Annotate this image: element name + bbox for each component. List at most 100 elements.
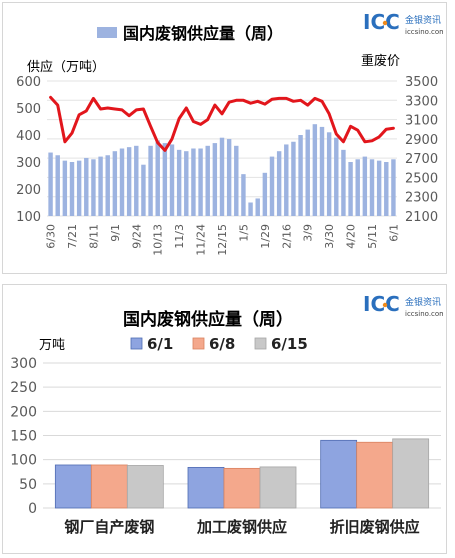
y-tick-right: 2100	[405, 210, 438, 225]
y-tick-left: 100	[16, 210, 41, 225]
y-tick-right: 3100	[405, 114, 438, 129]
x-tick-label: 2/16	[280, 224, 293, 249]
y-tick: 0	[28, 501, 37, 517]
y-tick-right: 3500	[405, 75, 438, 90]
y-tick: 300	[10, 356, 37, 372]
y-tick-left: 400	[16, 129, 41, 144]
chart-title-bottom: 国内废钢供应量（周）	[123, 309, 293, 330]
bar-weekly	[341, 149, 346, 216]
bar-weekly	[69, 162, 75, 216]
bar-6-1	[320, 439, 358, 509]
bar-6-15	[259, 466, 297, 509]
icc-logo-brand-bottom: 金银资讯	[405, 296, 441, 308]
icc-logo-bottom: ICC 金银资讯 iccsino.com	[363, 291, 446, 321]
x-tick-label: 3/30	[323, 224, 336, 249]
bar-weekly	[362, 156, 368, 216]
y-tick: 150	[10, 429, 37, 445]
legend-label: 6/1	[147, 335, 173, 353]
y-tick-right: 2700	[405, 152, 438, 167]
bar-weekly	[291, 141, 296, 216]
x-tick-label: 1/5	[237, 224, 250, 242]
icc-logo-site: iccsino.com	[405, 28, 443, 36]
y-axis-label-bottom: 万吨	[39, 338, 65, 353]
y-tick-left: 300	[16, 156, 41, 171]
y-tick: 100	[10, 453, 37, 469]
x-tick-label: 11/3	[173, 224, 186, 249]
bar-weekly	[205, 145, 210, 216]
bar-weekly	[262, 172, 268, 216]
x-tick-label: 12/15	[216, 224, 229, 256]
bar-weekly	[119, 148, 125, 216]
bar-weekly	[348, 162, 353, 216]
icc-logo-dot-bottom	[382, 302, 388, 308]
bar-weekly	[148, 145, 153, 216]
x-tick-label: 10/13	[152, 224, 165, 256]
bar-weekly	[241, 174, 246, 216]
x-tick-label: 11/24	[195, 224, 208, 256]
bar-weekly	[191, 148, 196, 216]
bar-6-8	[223, 467, 261, 509]
bar-weekly	[91, 159, 96, 216]
bar-weekly	[126, 147, 132, 216]
bar-weekly	[48, 152, 53, 216]
bar-weekly	[384, 162, 389, 216]
bar-weekly	[212, 143, 218, 216]
legend-label: 6/15	[271, 335, 308, 353]
bar-6-8	[90, 464, 128, 509]
bar-weekly	[169, 144, 175, 216]
icc-logo-site-bottom: iccsino.com	[405, 310, 443, 318]
bar-weekly	[234, 145, 239, 216]
bar-weekly	[112, 151, 118, 216]
category-label: 钢厂自产废钢	[64, 518, 154, 536]
bar-weekly	[355, 159, 360, 216]
bar-weekly	[269, 156, 275, 216]
icc-logo-letters: ICC	[363, 10, 400, 34]
x-tick-label: 3/9	[302, 224, 315, 242]
x-tick-label: 7/21	[66, 224, 79, 249]
y-tick: 50	[19, 477, 37, 493]
bar-weekly	[176, 149, 182, 216]
legend-label: 6/8	[209, 335, 235, 353]
bar-weekly	[98, 156, 103, 216]
bar-weekly	[134, 145, 139, 216]
bar-6-1	[54, 464, 92, 509]
y-axis-label-left: 供应（万吨）	[27, 59, 105, 75]
supply-breakdown-panel: 国内废钢供应量（周） 万吨 6/1 6/8 6/15 0 50 100 150 200 250…	[2, 284, 447, 554]
y-tick-right: 2300	[405, 191, 438, 206]
y-tick-left: 200	[16, 183, 41, 198]
weekly-supply-panel: 国内废钢供应量（周） 供应（万吨） 重废价 100 200 300 400 500 600…	[2, 2, 447, 274]
bar-weekly	[105, 155, 110, 216]
bar-weekly	[255, 198, 260, 216]
y-tick: 200	[10, 404, 37, 420]
x-tick-label: 9/1	[109, 224, 122, 242]
x-tick-label: 6/1	[387, 224, 400, 242]
icc-logo: ICC 金银资讯 iccsino.com	[363, 9, 446, 39]
bar-weekly	[84, 157, 89, 216]
bar-weekly	[62, 160, 68, 216]
bar-weekly	[184, 151, 189, 216]
bar-weekly	[155, 140, 160, 216]
bar-weekly	[141, 164, 146, 216]
bar-weekly	[198, 148, 203, 216]
bar-6-1	[187, 466, 225, 509]
icc-logo-dot	[382, 20, 388, 26]
bar-6-8	[356, 441, 394, 509]
bar-weekly	[312, 124, 318, 216]
bar-weekly	[248, 202, 253, 216]
supply-breakdown-chart: 国内废钢供应量（周） 万吨 6/1 6/8 6/15 0 50 100 150 200 250…	[10, 309, 441, 536]
legend-swatch	[130, 337, 143, 350]
bar-weekly	[369, 159, 375, 216]
y-tick: 250	[10, 380, 37, 396]
bar-weekly	[55, 155, 60, 216]
bar-weekly	[326, 132, 332, 216]
y-axis-label-right: 重废价	[361, 53, 400, 69]
y-tick-right: 2900	[405, 133, 438, 148]
y-tick-left: 500	[16, 102, 41, 117]
bar-weekly	[305, 129, 310, 216]
x-tick-label: 1/29	[259, 224, 272, 249]
chart-title-top: 国内废钢供应量（周）	[123, 24, 283, 43]
bar-weekly	[219, 137, 225, 216]
y-tick-right: 3300	[405, 94, 438, 109]
bar-weekly	[284, 144, 289, 216]
y-tick-left: 600	[16, 75, 41, 90]
